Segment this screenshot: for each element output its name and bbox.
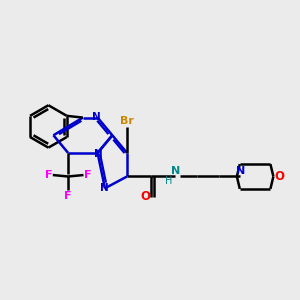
- Text: N: N: [236, 166, 245, 176]
- Text: O: O: [275, 170, 285, 183]
- Text: N: N: [92, 112, 100, 122]
- Text: F: F: [45, 170, 52, 180]
- Text: F: F: [84, 170, 92, 180]
- Text: F: F: [64, 190, 72, 201]
- Text: H: H: [166, 176, 173, 186]
- Text: N: N: [94, 149, 103, 159]
- Text: O: O: [140, 190, 150, 203]
- Text: N: N: [171, 166, 181, 176]
- Text: N: N: [100, 183, 109, 193]
- Text: Br: Br: [120, 116, 134, 126]
